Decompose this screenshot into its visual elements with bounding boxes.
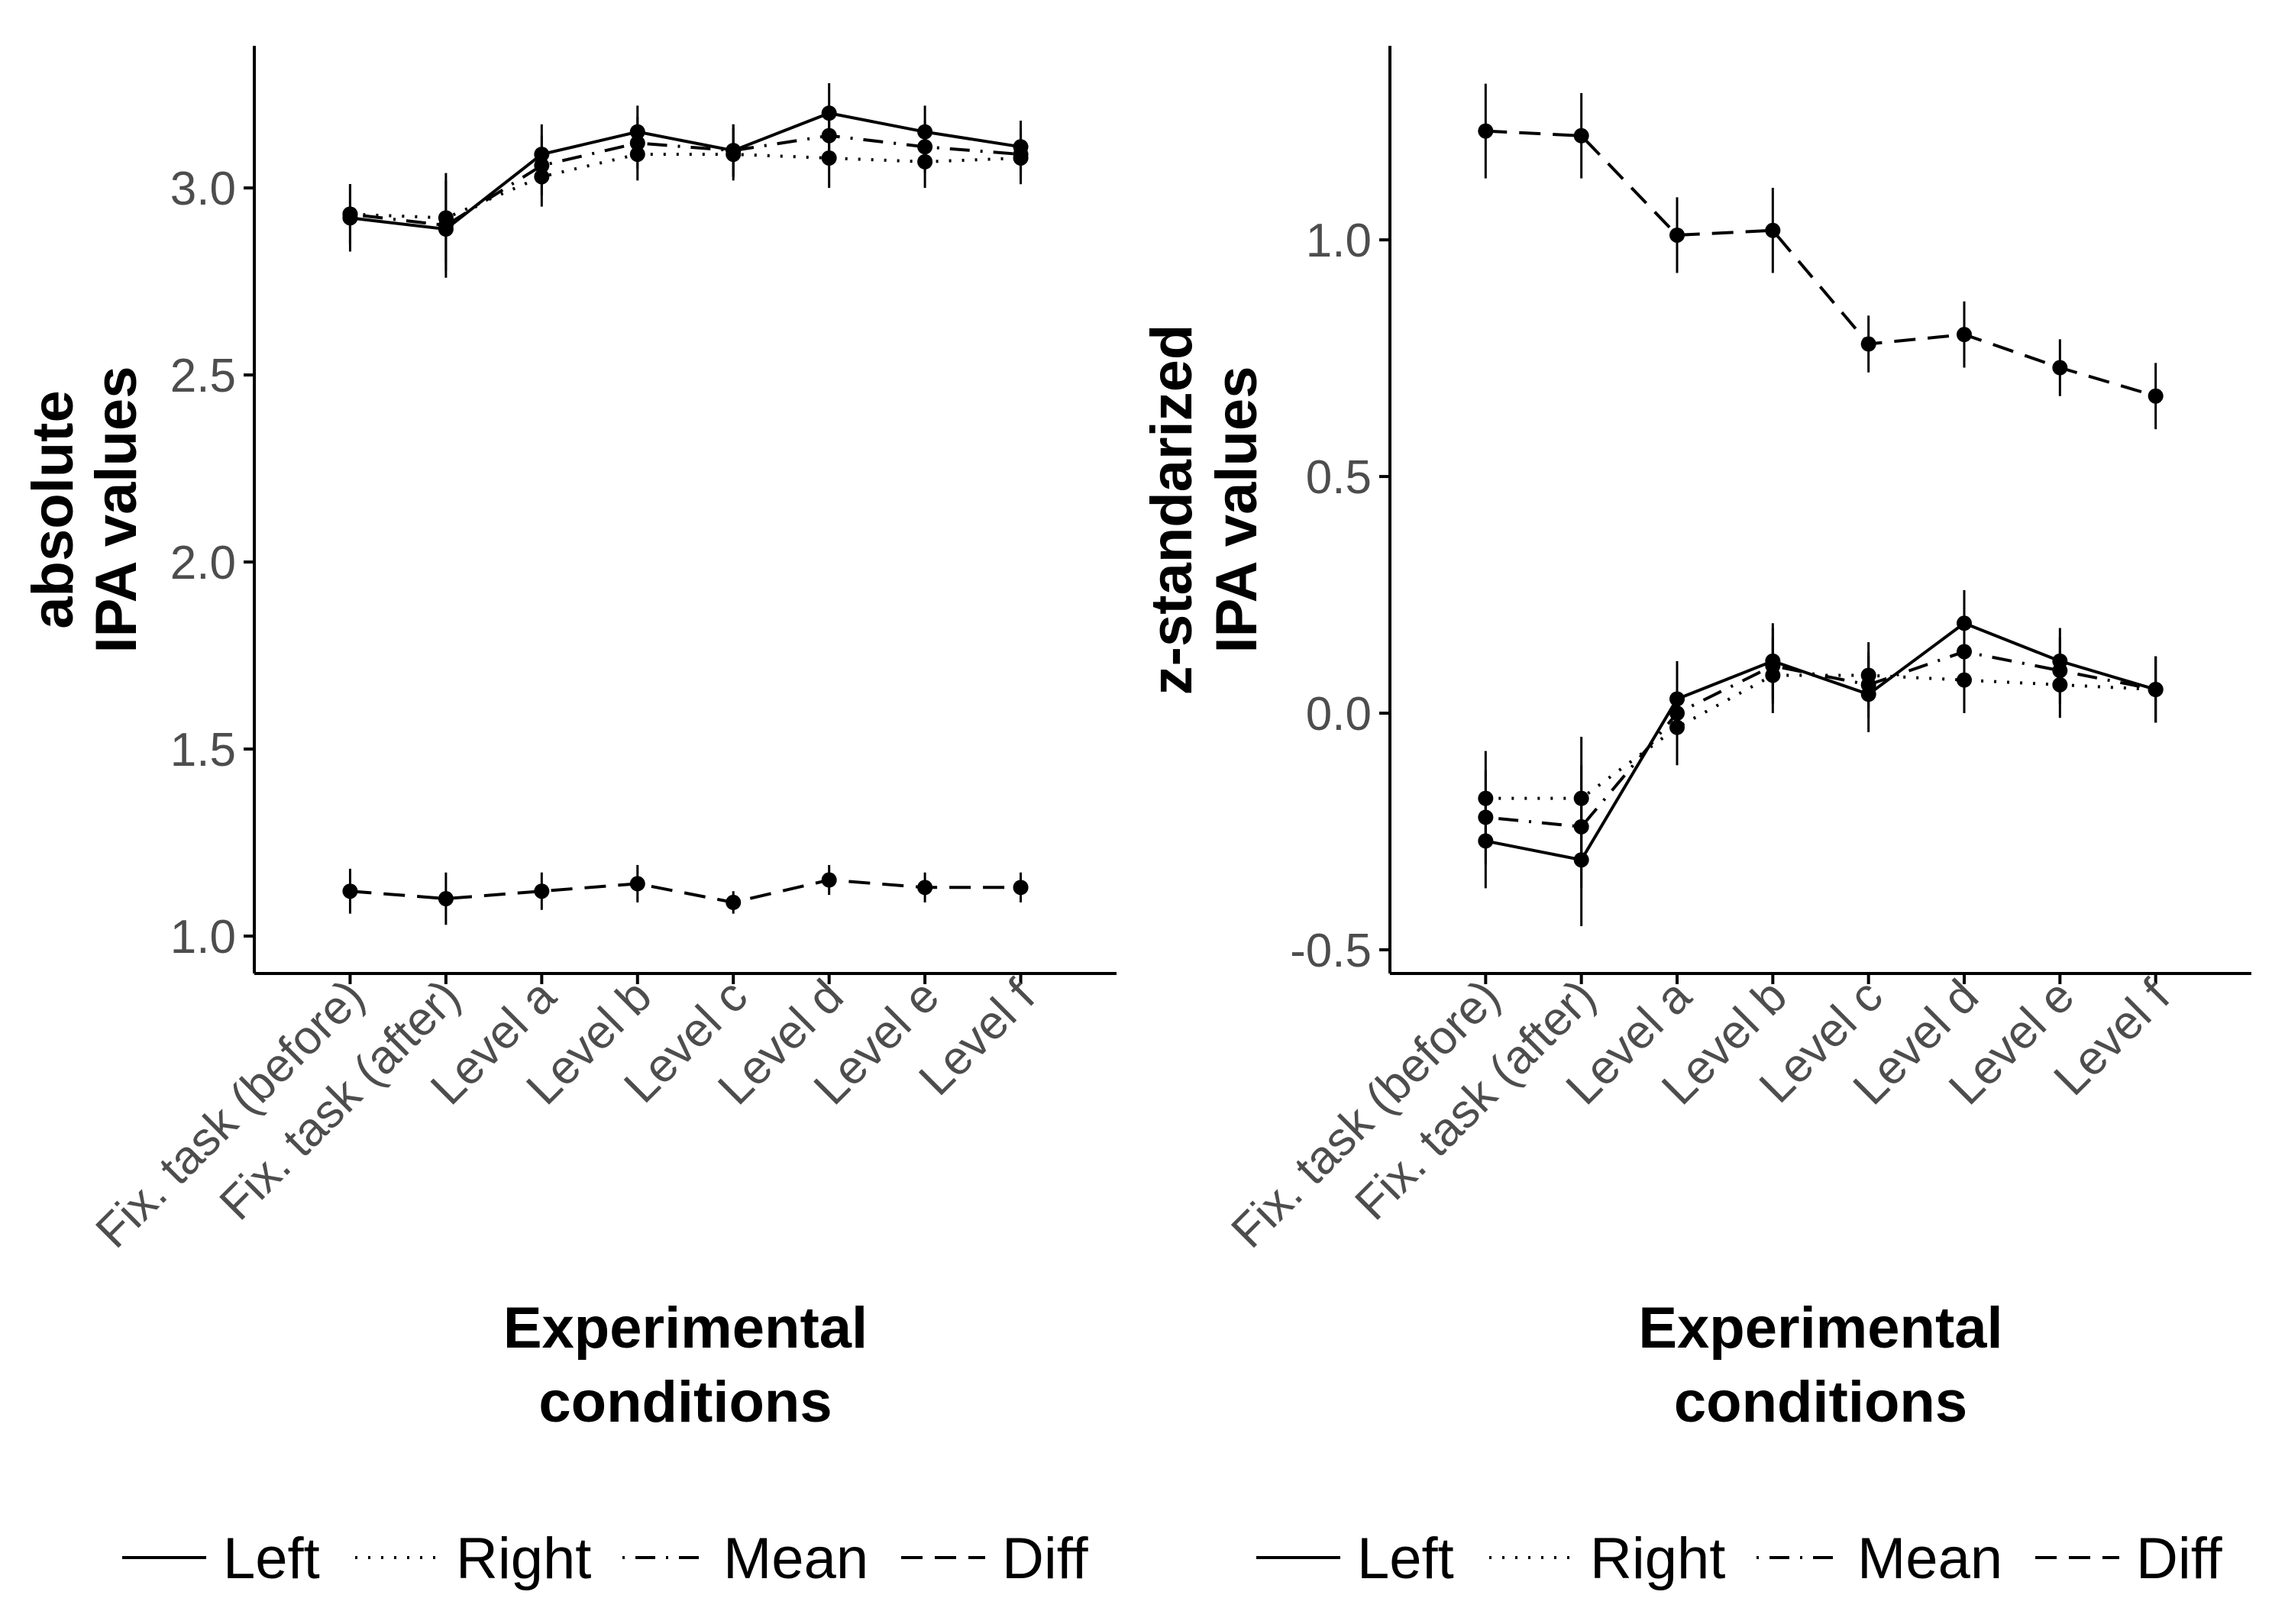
data-point xyxy=(438,891,454,907)
data-point xyxy=(342,206,358,222)
series-line-right xyxy=(1485,673,2156,800)
data-point xyxy=(629,135,645,151)
y-axis-title: absolute xyxy=(21,390,86,629)
x-axis-title: Experimental xyxy=(503,1296,868,1361)
data-point xyxy=(342,883,358,899)
series-line-diff xyxy=(1485,129,2157,398)
data-point xyxy=(726,894,742,910)
y-axis-title: IPA values xyxy=(1204,366,1269,654)
data-point xyxy=(1573,818,1589,835)
legend-label-right: Right xyxy=(456,1526,591,1591)
data-point xyxy=(438,218,454,234)
legend-label-mean: Mean xyxy=(723,1526,868,1591)
data-point xyxy=(1573,128,1589,144)
y-tick-label: 2.0 xyxy=(170,537,236,589)
y-tick-label: 1.0 xyxy=(1306,215,1372,267)
y-tick-label: -0.5 xyxy=(1290,925,1372,977)
legend-label-mean: Mean xyxy=(1857,1526,2002,1591)
series-line-mean xyxy=(350,134,1021,228)
legend: Left Right Mean Diff xyxy=(122,1526,1089,1591)
legend-label-diff: Diff xyxy=(2136,1526,2223,1591)
data-point xyxy=(821,128,837,144)
data-point xyxy=(1860,336,1876,352)
data-point xyxy=(917,139,933,155)
data-point xyxy=(2052,360,2068,376)
y-tick-label: 0.0 xyxy=(1306,688,1372,741)
series-line-mean xyxy=(1485,650,2157,828)
data-point xyxy=(534,157,550,173)
series-mean xyxy=(1478,618,2164,889)
data-point xyxy=(1669,705,1685,722)
data-point xyxy=(2148,388,2164,404)
data-point xyxy=(917,880,933,896)
y-axis-title: IPA values xyxy=(84,366,149,654)
x-axis-title: Experimental xyxy=(1638,1296,2002,1361)
legend-label-left: Left xyxy=(223,1526,320,1591)
data-point xyxy=(534,883,550,899)
series-line-left xyxy=(1485,622,2157,862)
data-point xyxy=(1013,147,1029,163)
y-tick-label: 3.0 xyxy=(170,163,236,215)
series-diff xyxy=(342,864,1029,925)
data-point xyxy=(821,872,837,888)
data-point xyxy=(2052,663,2068,679)
series-line-diff xyxy=(350,878,1021,904)
data-point xyxy=(726,143,742,159)
x-axis-title: conditions xyxy=(1674,1370,1967,1435)
data-point xyxy=(2148,682,2164,698)
legend-label-right: Right xyxy=(1590,1526,1725,1591)
legend: Left Right Mean Diff xyxy=(1256,1526,2223,1591)
data-point xyxy=(629,876,645,892)
data-point xyxy=(1860,676,1876,693)
data-point xyxy=(1957,644,1972,660)
data-point xyxy=(1478,809,1494,825)
data-point xyxy=(1765,658,1781,674)
data-point xyxy=(1013,880,1029,896)
data-point xyxy=(1957,327,1972,343)
y-tick-label: 2.5 xyxy=(170,350,236,402)
data-point xyxy=(1478,123,1494,139)
y-tick-label: 1.0 xyxy=(170,911,236,964)
y-tick-label: 0.5 xyxy=(1306,451,1372,504)
series-diff xyxy=(1478,83,2164,430)
x-axis-title: conditions xyxy=(538,1370,832,1435)
legend-label-left: Left xyxy=(1357,1526,1454,1591)
legend-label-diff: Diff xyxy=(1002,1526,1089,1591)
series-mean xyxy=(342,105,1029,270)
data-point xyxy=(1669,227,1685,243)
data-point xyxy=(1765,222,1781,238)
y-axis-title: z-standarized xyxy=(1139,324,1204,696)
y-tick-label: 1.5 xyxy=(170,724,236,776)
